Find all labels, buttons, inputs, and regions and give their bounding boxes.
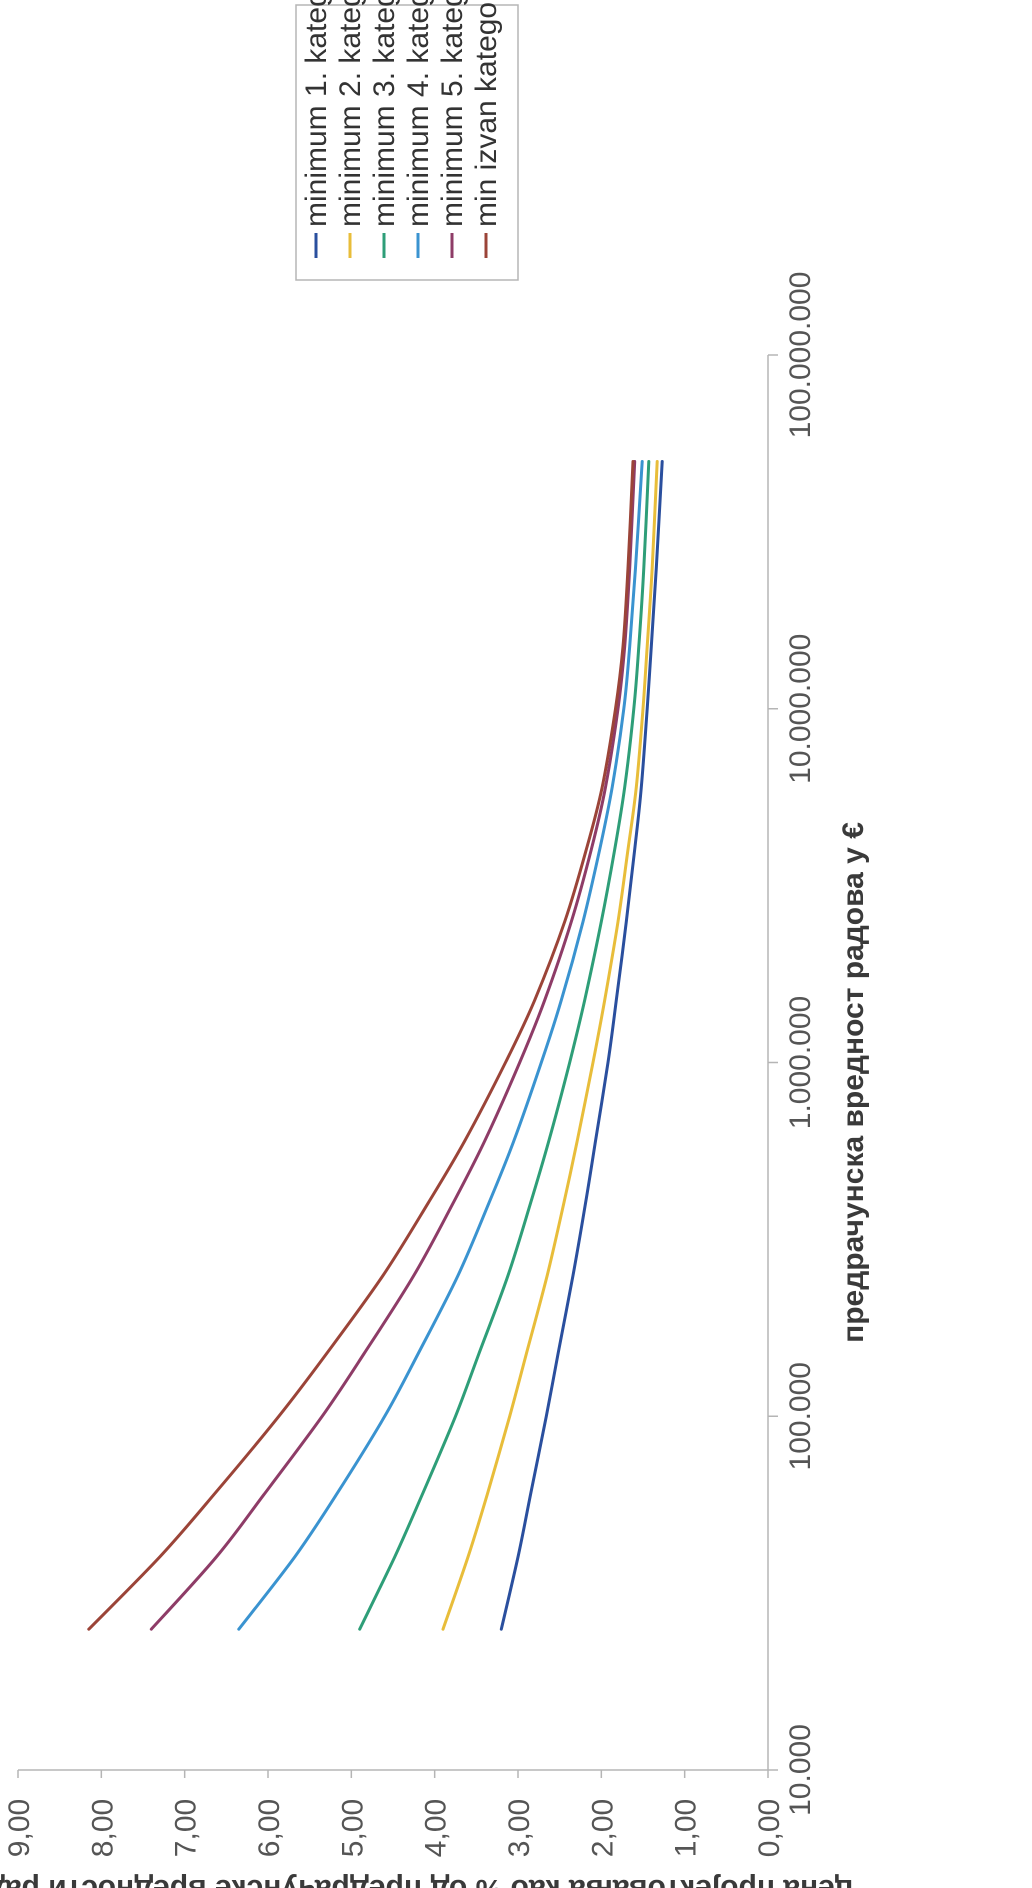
chart-series (87, 460, 664, 1631)
legend-label-6: min izvan kategorije (470, 0, 503, 227)
y-tick-label: 6,00 (253, 1799, 286, 1857)
chart-titles: предрачунска вредност радова у € цена про… (0, 822, 870, 1888)
x-tick-label: 100.000 (784, 1362, 817, 1470)
legend-label-3: minimum 3. kategorije (368, 0, 401, 227)
x-tick-label: 10.000 (784, 1724, 817, 1816)
y-tick-label: 1,00 (670, 1799, 703, 1857)
y-tick-label: 2,00 (586, 1799, 619, 1857)
x-tick-label: 1.000.000 (784, 996, 817, 1129)
x-axis-title: предрачунска вредност радова у € (837, 822, 870, 1343)
chart-axes (17, 354, 778, 1778)
series-line-6 (87, 460, 635, 1631)
y-axis-title: цена пројектовања као % од предрачунске … (0, 1873, 853, 1888)
y-tick-label: 4,00 (420, 1799, 453, 1857)
series-line-1 (499, 460, 664, 1631)
x-tick-label: 10.000.000 (784, 634, 817, 784)
y-tick-label: 8,00 (86, 1799, 119, 1857)
legend-label-4: minimum 4. kategorije (402, 0, 435, 227)
legend-box (295, 4, 519, 281)
y-tick-label: 0,00 (753, 1799, 786, 1857)
y-tick-label: 7,00 (170, 1799, 203, 1857)
series-line-5 (149, 460, 637, 1631)
y-tick-label: 5,00 (336, 1799, 369, 1857)
legend-label-5: minimum 5. kategorije (436, 0, 469, 227)
y-tick-label: 3,00 (503, 1799, 536, 1857)
chart-legend: minimum 1. kategorije minimum 2. kategori… (295, 0, 519, 281)
x-tick-label: 100.000.000 (784, 272, 817, 439)
series-line-4 (237, 460, 644, 1631)
legend-label-2: minimum 2. kategorije (334, 0, 367, 227)
chart-tick-labels: 10.000 100.000 1.000.000 10.000.000 100.000.… (3, 272, 817, 1858)
series-line-3 (358, 460, 651, 1631)
series-line-2 (441, 460, 659, 1631)
y-tick-label: 9,00 (3, 1799, 36, 1857)
legend-label-1: minimum 1. kategorije (300, 0, 333, 227)
